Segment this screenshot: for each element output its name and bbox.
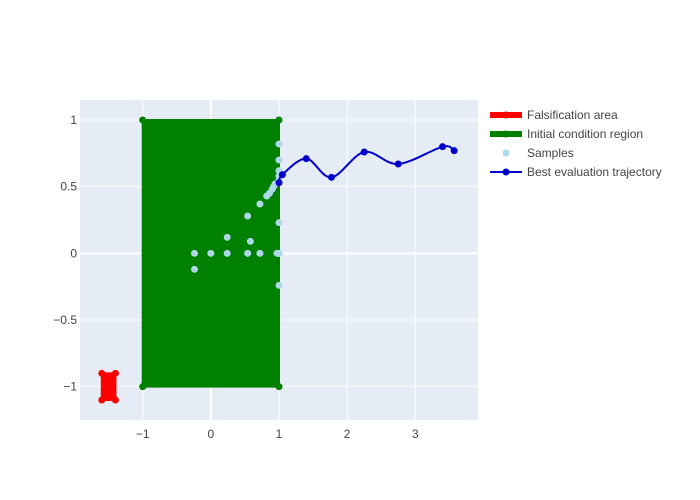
sample-point [223,233,231,241]
x-tick-label: 1 [276,427,283,441]
falsification-region [100,372,117,401]
trajectory-point [360,148,368,156]
sample-point [256,249,264,257]
trajectory-point [450,147,458,155]
y-tick-label: 0 [70,246,77,260]
trajectory-point [439,143,447,151]
series-layer [98,116,458,404]
sample-point [190,265,198,273]
sample-point [275,281,283,289]
initial-corner-point [139,116,147,124]
legend-label: Falsification area [527,108,618,122]
falsification-corner-point [98,396,106,404]
initial-corner-point [275,116,283,124]
sample-point [246,237,254,245]
series-samples [190,140,283,289]
sample-point [275,156,283,164]
x-tick-label: 2 [344,427,351,441]
legend-item-trajectory[interactable]: Best evaluation trajectory [490,165,662,179]
legend-item-falsification[interactable]: Falsification area [490,108,618,122]
falsification-corner-point [111,396,119,404]
legend-marker-initial [502,130,510,138]
x-tick-label: 0 [208,427,215,441]
trajectory-point [275,179,283,187]
legend-marker-trajectory [502,168,510,176]
sample-point [244,249,252,257]
falsification-corner-point [98,369,106,377]
legend-label: Initial condition region [527,127,643,141]
y-tick-label: 1 [70,113,77,127]
trajectory-point [394,160,402,168]
legend-item-initial[interactable]: Initial condition region [490,127,643,141]
y-tick-label: −1 [63,380,77,394]
legend-label: Best evaluation trajectory [527,165,662,179]
sample-point [244,212,252,220]
series-falsification [98,369,119,404]
legend[interactable]: Falsification area Initial condition regi… [490,108,662,179]
sample-point [275,219,283,227]
initial-corner-point [139,383,147,391]
trajectory-point [327,173,335,181]
sample-point [223,249,231,257]
sample-point [207,249,215,257]
falsification-corner-point [111,369,119,377]
sample-point [275,249,283,257]
legend-marker-falsification [502,111,510,119]
x-tick-label: −1 [136,427,150,441]
trajectory-point [302,155,310,163]
sample-point [256,200,264,208]
initial-corner-point [275,383,283,391]
sample-point [190,249,198,257]
trajectory-point [278,171,286,179]
y-tick-label: 0.5 [60,180,77,194]
legend-swatch-samples [502,149,510,157]
legend-label: Samples [527,146,574,160]
y-tick-label: −0.5 [53,313,77,327]
sample-point [275,140,283,148]
series-trajectory [275,143,458,187]
x-tick-label: 3 [412,427,419,441]
axis-ticks: −1 0 1 2 3 −1 −0.5 0 0.5 1 [53,113,419,441]
legend-item-samples[interactable]: Samples [502,146,574,160]
